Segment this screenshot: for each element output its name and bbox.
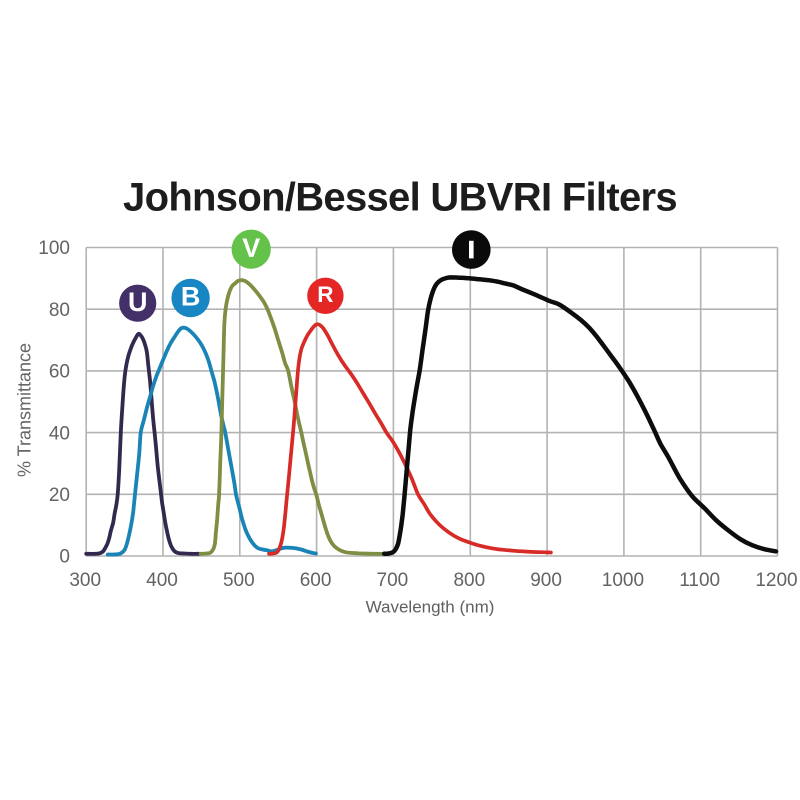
svg-text:900: 900 [530,570,562,591]
svg-text:300: 300 [69,570,101,591]
svg-text:80: 80 [49,300,70,321]
svg-text:1200: 1200 [755,570,797,591]
svg-text:20: 20 [49,485,70,506]
svg-text:800: 800 [453,570,485,591]
svg-text:1000: 1000 [602,570,644,591]
svg-text:R: R [317,282,333,307]
svg-text:Johnson/Bessel UBVRI Filters: Johnson/Bessel UBVRI Filters [123,176,677,220]
svg-text:40: 40 [49,423,70,444]
svg-text:U: U [128,287,148,317]
svg-text:Wavelength (nm): Wavelength (nm) [366,598,495,617]
svg-text:V: V [242,233,260,263]
svg-text:0: 0 [59,547,70,568]
svg-text:B: B [181,282,201,312]
svg-text:% Transmittance: % Transmittance [15,343,35,477]
svg-text:700: 700 [377,570,409,591]
svg-text:600: 600 [300,570,332,591]
svg-text:400: 400 [146,570,178,591]
svg-text:500: 500 [223,570,255,591]
svg-text:100: 100 [38,238,70,259]
svg-text:60: 60 [49,362,70,383]
svg-text:1100: 1100 [679,570,720,591]
